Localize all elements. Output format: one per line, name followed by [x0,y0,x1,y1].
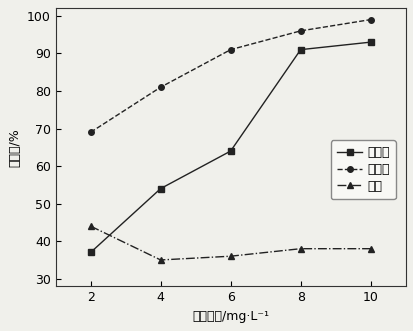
X-axis label: 淀粉用量/mg·L⁻¹: 淀粉用量/mg·L⁻¹ [192,310,268,323]
磁铁矿 [367,40,372,44]
Y-axis label: 回收率/%: 回收率/% [8,128,21,167]
石英 [88,224,93,228]
赤铁矿 [297,29,302,33]
石英 [367,247,372,251]
磁铁矿 [297,48,302,52]
赤铁矿 [367,18,372,22]
Line: 赤铁矿: 赤铁矿 [88,17,373,135]
Line: 石英: 石英 [88,223,373,263]
磁铁矿 [88,251,93,255]
磁铁矿 [228,149,233,153]
磁铁矿 [158,187,163,191]
Line: 磁铁矿: 磁铁矿 [88,39,373,255]
石英 [158,258,163,262]
赤铁矿 [158,85,163,89]
赤铁矿 [228,48,233,52]
石英 [297,247,302,251]
石英 [228,254,233,258]
Legend: 磁铁矿, 赤铁矿, 石英: 磁铁矿, 赤铁矿, 石英 [330,140,395,199]
赤铁矿 [88,130,93,134]
